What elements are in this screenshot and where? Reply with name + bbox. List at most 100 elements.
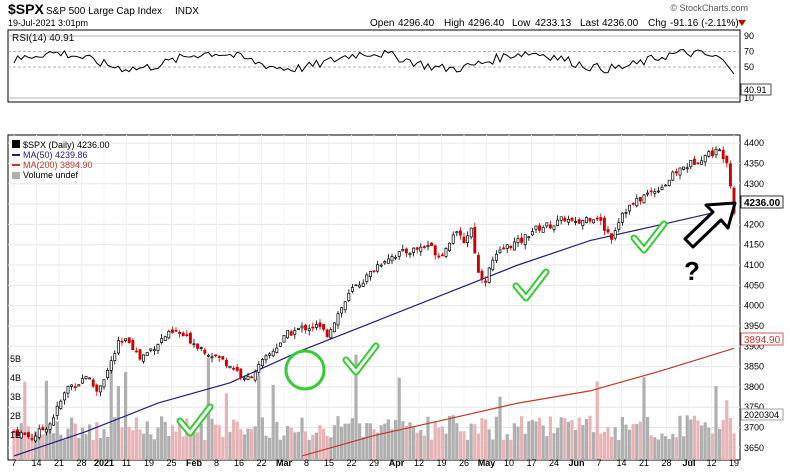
volume-bar	[361, 437, 365, 460]
candle-body	[520, 237, 524, 243]
volume-bar	[437, 427, 441, 460]
volume-bar	[545, 436, 549, 460]
candle-body	[70, 384, 74, 387]
x-tick-label: 28	[661, 458, 671, 468]
volume-bar	[88, 424, 92, 460]
candle-body	[239, 368, 243, 378]
candle-body	[314, 324, 318, 328]
candle-body	[628, 204, 632, 212]
volume-bar	[491, 439, 495, 460]
volume-bar	[271, 385, 275, 460]
x-tick-label: 12	[706, 458, 716, 468]
volume-bar	[674, 437, 678, 460]
candle-body	[145, 351, 149, 357]
volume-bar	[44, 380, 48, 460]
rsi-tick-label: 50	[744, 62, 754, 72]
x-tick-label: 26	[459, 458, 469, 468]
y-tick-label: 4300	[744, 179, 764, 189]
candle-body	[448, 242, 452, 252]
candle-body	[606, 229, 610, 233]
candle-body	[491, 259, 495, 271]
volume-bar	[77, 437, 81, 460]
volume-bar	[671, 433, 675, 460]
volume-bar	[512, 423, 516, 460]
candle-body	[700, 160, 704, 165]
x-tick-label: 14	[31, 458, 41, 468]
volume-bar	[30, 434, 34, 460]
candle-body	[80, 378, 84, 384]
volume-bar	[264, 435, 268, 460]
candle-body	[728, 163, 732, 187]
candle-body	[682, 166, 686, 170]
volume-bar	[516, 426, 520, 460]
candle-body	[77, 384, 81, 387]
volume-bar	[509, 439, 513, 460]
candle-body	[466, 235, 470, 243]
volume-bar	[707, 427, 711, 460]
volume-bar	[649, 435, 653, 460]
volume-bar	[214, 424, 218, 460]
volume-axis: 5B 4B 3B 2B 1B	[10, 354, 21, 440]
volume-bar	[656, 439, 660, 460]
volume-bar	[415, 432, 419, 460]
volume-bar	[718, 428, 722, 460]
volume-bar	[451, 415, 455, 460]
volume-bar	[102, 429, 106, 460]
candle-body	[419, 246, 423, 252]
candle-body	[91, 379, 95, 387]
volume-bar	[458, 431, 462, 460]
volume-bar	[462, 431, 466, 460]
volume-bar	[250, 428, 254, 460]
candle-body	[48, 423, 52, 430]
volume-bar	[541, 425, 545, 460]
volume-bar	[192, 424, 196, 460]
candle-body	[667, 179, 671, 186]
volume-bar	[408, 422, 412, 460]
candle-body	[260, 359, 264, 367]
candle-body	[41, 427, 45, 431]
candle-body	[433, 245, 437, 256]
volume-bar	[188, 433, 192, 460]
candle-body	[592, 219, 596, 224]
volume-bar	[638, 421, 642, 460]
volume-bar	[721, 419, 725, 460]
candle-body	[523, 234, 527, 246]
candle-body	[329, 329, 333, 339]
volume-bar	[120, 427, 124, 460]
candle-body	[574, 221, 578, 223]
volume-bar	[152, 439, 156, 460]
candle-body	[278, 342, 282, 347]
candle-body	[109, 360, 113, 371]
candle-body	[487, 267, 491, 283]
volume-bar	[484, 419, 488, 460]
candle-body	[192, 343, 196, 346]
candle-body	[214, 354, 218, 357]
candle-body	[307, 328, 311, 332]
candle-body	[376, 264, 380, 272]
volume-bar	[163, 421, 167, 460]
volume-bar	[390, 429, 394, 460]
candle-body	[203, 349, 207, 354]
rsi-panel	[7, 29, 741, 103]
volume-bar	[282, 435, 286, 460]
candle-body	[185, 334, 189, 337]
volume-bar	[91, 439, 95, 460]
candle-body	[678, 167, 682, 176]
candle-body	[509, 245, 513, 249]
symbol: $SPX	[8, 1, 44, 17]
candle-body	[422, 246, 426, 248]
x-tick-label: Jul	[682, 458, 695, 468]
candle-body	[264, 355, 268, 361]
candle-body	[55, 405, 59, 416]
y-tick-label: 4350	[744, 158, 764, 168]
last-label: Last	[580, 18, 599, 29]
candle-body	[167, 330, 171, 339]
volume-bar	[617, 439, 621, 460]
volume-bar	[113, 417, 117, 460]
candle-body	[559, 216, 563, 221]
volume-bar	[563, 417, 567, 460]
volume-bar	[469, 423, 473, 460]
volume-bar	[300, 417, 304, 460]
candle-body	[131, 340, 135, 351]
ma200-tag: 3894.90	[744, 335, 781, 346]
